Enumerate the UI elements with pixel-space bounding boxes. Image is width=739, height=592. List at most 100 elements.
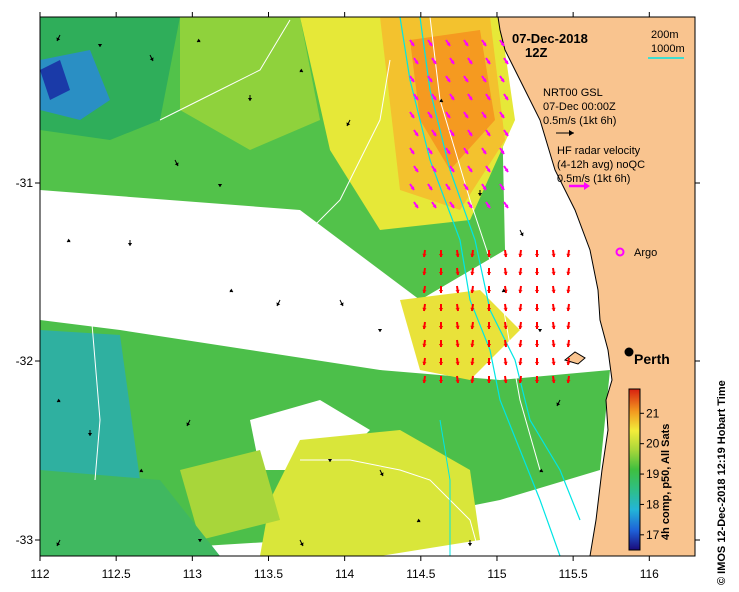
radar-arrow: [467, 57, 473, 65]
radar-arrow: [449, 165, 455, 173]
radar-arrow: [503, 321, 508, 330]
radar-arrow: [470, 267, 475, 276]
radar-arrow: [481, 183, 487, 191]
radar-arrow: [503, 339, 508, 348]
radar-legend-line2: (4-12h avg) noQC: [557, 159, 645, 171]
x-tick-label: 112.5: [102, 567, 131, 581]
radar-arrow: [551, 357, 556, 366]
radar-arrow: [427, 147, 433, 155]
model-arrow: [339, 299, 344, 307]
x-tick-label: 113.5: [254, 567, 283, 581]
radar-arrow: [503, 57, 509, 65]
radar-arrow: [463, 147, 469, 155]
radar-arrow: [485, 57, 491, 65]
radar-arrow: [551, 375, 556, 384]
radar-arrow: [518, 375, 523, 384]
radar-arrow: [503, 129, 509, 137]
radar-arrow: [409, 39, 415, 47]
radar-arrow: [518, 321, 523, 330]
model-arrow: [467, 540, 473, 546]
radar-arrow: [422, 303, 427, 312]
model-legend-line3: 0.5m/s (1kt 6h): [543, 115, 616, 127]
radar-arrow: [499, 75, 505, 83]
radar-arrow: [445, 111, 451, 119]
model-arrow: [149, 54, 154, 62]
radar-arrow: [534, 268, 540, 275]
radar-arrow: [438, 304, 444, 311]
x-tick-label: 115.5: [559, 567, 588, 581]
radar-arrow: [485, 201, 491, 209]
radar-arrow: [534, 376, 540, 383]
radar-arrow: [467, 165, 473, 173]
radar-arrow: [485, 165, 491, 173]
radar-arrow: [467, 93, 473, 101]
contour-1000m-label: 1000m: [651, 43, 685, 55]
model-arrow: [346, 119, 351, 127]
map-time: 12Z: [525, 45, 547, 60]
radar-arrow: [470, 303, 475, 312]
radar-arrow: [413, 201, 419, 209]
radar-arrow: [503, 165, 509, 173]
radar-arrow: [499, 147, 505, 155]
radar-arrow: [481, 111, 487, 119]
contour-200m: [399, 17, 561, 556]
radar-arrow: [431, 93, 437, 101]
radar-arrow: [438, 322, 444, 329]
model-arrow: [327, 459, 333, 462]
radar-arrow: [427, 39, 433, 47]
radar-arrow: [413, 165, 419, 173]
sst-field: [40, 17, 695, 556]
radar-arrow: [463, 75, 469, 83]
radar-arrow: [422, 249, 427, 258]
model-arrow: [174, 159, 179, 167]
radar-arrow: [518, 357, 523, 366]
model-arrow: [377, 329, 383, 332]
model-arrow: [519, 229, 524, 237]
radar-arrow: [499, 39, 505, 47]
model-arrow: [56, 398, 61, 403]
model-arrow: [139, 468, 144, 473]
radar-arrow: [518, 303, 523, 312]
radar-arrow: [485, 93, 491, 101]
radar-arrow: [467, 201, 473, 209]
x-tick-label: 114: [335, 567, 354, 581]
x-tick-label: 112: [30, 567, 49, 581]
radar-arrow: [438, 250, 444, 257]
radar-arrow: [566, 285, 571, 294]
radar-arrow: [470, 375, 475, 384]
radar-arrow: [518, 339, 523, 348]
radar-arrow: [455, 267, 460, 276]
radar-arrow: [503, 93, 509, 101]
x-axis: 112 112.5 113 113.5 114 114.5 115 115.5 116: [30, 12, 659, 581]
model-arrow: [127, 240, 133, 246]
colorbar-tick-label: 19: [646, 467, 660, 481]
model-arrow: [217, 184, 223, 187]
radar-arrow: [503, 249, 508, 258]
radar-arrow: [455, 339, 460, 348]
radar-arrow: [409, 111, 415, 119]
radar-arrow: [481, 75, 487, 83]
radar-arrow: [566, 339, 571, 348]
radar-arrow: [413, 57, 419, 65]
radar-arrow: [409, 75, 415, 83]
radar-arrow: [551, 321, 556, 330]
model-arrow: [556, 399, 561, 407]
radar-arrow: [534, 322, 540, 329]
x-tick-label: 114.5: [406, 567, 435, 581]
radar-arrow: [470, 321, 475, 330]
radar-arrow: [486, 340, 492, 347]
radar-arrow: [534, 286, 540, 293]
model-arrow: [299, 68, 304, 73]
colorbar-title: 4h comp, p50, All Sats: [660, 424, 672, 540]
radar-arrow: [503, 303, 508, 312]
radar-arrow: [534, 304, 540, 311]
y-tick-label: -32: [16, 354, 34, 368]
model-arrow: [537, 329, 543, 332]
radar-arrow: [455, 321, 460, 330]
radar-arrow: [566, 321, 571, 330]
radar-arrow: [486, 376, 492, 383]
radar-arrow: [431, 201, 437, 209]
radar-arrow: [422, 357, 427, 366]
model-arrow: [539, 468, 544, 473]
radar-arrow: [438, 358, 444, 365]
